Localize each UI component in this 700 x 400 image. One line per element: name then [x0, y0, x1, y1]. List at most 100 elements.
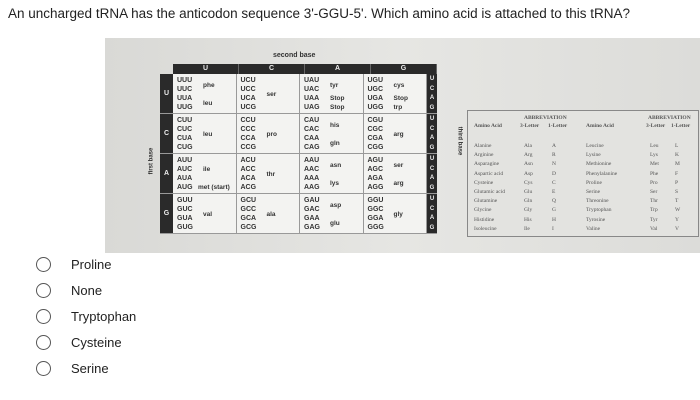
codon: UGA	[367, 95, 384, 102]
amino-acid-name: Threonine	[586, 198, 609, 205]
first-base-A: A	[160, 154, 173, 193]
radio-button[interactable]	[36, 309, 51, 324]
three-letter-header: 3-Letter	[520, 123, 540, 129]
third-base-label: third base	[456, 126, 463, 156]
option-label: Tryptophan	[71, 309, 137, 324]
three-letter-code: Ala	[524, 143, 532, 149]
answer-option[interactable]: Cysteine	[36, 335, 122, 350]
amino-acid-label: gln	[330, 139, 340, 147]
first-base-U: U	[160, 74, 173, 113]
one-letter-code: F	[675, 170, 679, 177]
one-letter-code: M	[675, 161, 680, 168]
codon: CUG	[177, 144, 193, 151]
radio-button[interactable]	[36, 335, 51, 350]
codon: GGA	[367, 215, 384, 222]
codon-cell: UUU UUC UUA UUG phe leu	[173, 74, 237, 113]
radio-button[interactable]	[36, 257, 51, 272]
codon: UAA	[304, 95, 320, 102]
codon: UUC	[177, 86, 193, 93]
amino-acid-name: Phenylalanine	[586, 170, 618, 177]
codon: GUA	[177, 215, 193, 222]
amino-acid-abbreviation-table: ABBREVIATION Amino Acid 3-Letter 1-Letter Al…	[467, 110, 699, 237]
one-letter-code: Y	[675, 216, 679, 223]
third-base-A: A	[429, 175, 435, 182]
three-letter-code: Gln	[524, 198, 533, 205]
amino-acid-name: Aspartic acid	[474, 170, 504, 177]
amino-acid-label: Stop	[330, 104, 345, 111]
amino-acid-label: trp	[393, 104, 403, 111]
three-letter-code: Ser	[650, 189, 658, 195]
three-letter-code: Tyr	[650, 216, 658, 223]
first-base-label: first base	[148, 147, 155, 175]
codon: CAA	[304, 135, 320, 142]
amino-acid-label: arg	[393, 179, 404, 187]
three-letter-code: Glu	[524, 189, 533, 195]
codon: UAU	[304, 77, 320, 84]
third-base-U: U	[429, 195, 435, 202]
three-letter-code: Gly	[524, 207, 533, 214]
codon: ACA	[240, 175, 256, 182]
radio-button[interactable]	[36, 283, 51, 298]
codon: GGC	[367, 206, 384, 213]
amino-acid-label: phe	[203, 81, 215, 89]
codon: CUC	[177, 126, 193, 133]
third-base-G: G	[429, 185, 435, 192]
codon: AUU	[177, 157, 193, 164]
amino-acid-label: thr	[266, 170, 276, 178]
codon-cell: AAU AAC AAA AAG asn lys	[300, 154, 364, 193]
one-letter-code: V	[675, 225, 679, 232]
codon-cell: UAU UAC UAA UAG tyr Stop Stop	[300, 74, 364, 113]
codon: AUG	[177, 184, 193, 191]
amino-acid-name: Asparagine	[474, 161, 500, 168]
amino-acid-header: Amino Acid	[586, 123, 614, 129]
codon: UGU	[367, 77, 384, 84]
one-letter-code: Q	[552, 198, 556, 205]
amino-acid-label: glu	[330, 219, 340, 227]
codon: GUU	[177, 197, 193, 204]
amino-acid-label: leu	[203, 99, 213, 107]
three-letter-code: Phe	[650, 170, 659, 177]
answer-option[interactable]: Proline	[36, 257, 111, 272]
answer-option[interactable]: None	[36, 283, 102, 298]
codon: AAC	[304, 166, 320, 173]
amino-acid-name: Methionine	[586, 161, 612, 168]
third-base-G: G	[429, 105, 435, 112]
three-letter-code: Arg	[524, 152, 533, 159]
codon-cell: CGU CGC CGA CGG arg	[363, 114, 427, 153]
third-base-U: U	[429, 115, 435, 122]
codon: CAC	[304, 126, 320, 133]
answer-option[interactable]: Tryptophan	[36, 309, 136, 324]
amino-acid-label: leu	[203, 130, 213, 138]
amino-acid-name: Serine	[586, 189, 601, 195]
codon: UCU	[240, 77, 256, 84]
codon-cell: GAU GAC GAA GAG asp glu	[300, 194, 364, 233]
third-base-G: G	[429, 225, 435, 232]
three-letter-header: 3-Letter	[646, 123, 666, 129]
amino-acid-label: cys	[393, 81, 405, 89]
radio-button[interactable]	[36, 361, 51, 376]
codon: ACG	[240, 184, 257, 191]
codon-cell: GCU GCC GCA GCG ala	[236, 194, 300, 233]
amino-acid-label: ile	[203, 166, 211, 173]
answer-option[interactable]: Serine	[36, 361, 109, 376]
codon: UCA	[240, 95, 256, 102]
codon-cell: GGU GGC GGA GGG gly	[363, 194, 427, 233]
codon: UGC	[367, 86, 384, 93]
amino-acid-name: Glycine	[474, 207, 492, 214]
codon: CAG	[304, 144, 320, 151]
amino-acid-label: lys	[330, 179, 340, 187]
amino-acid-label: ala	[266, 210, 276, 218]
codon: GGU	[367, 197, 384, 204]
second-base-G: G	[371, 64, 437, 74]
codon-cell: CAU CAC CAA CAG his gln	[300, 114, 364, 153]
second-base-A: A	[305, 64, 371, 74]
amino-acid-name: Histidine	[474, 216, 495, 223]
one-letter-header: 1-Letter	[671, 123, 691, 129]
codon: UCG	[240, 104, 257, 111]
third-base-U: U	[429, 75, 435, 82]
codon-row: U UUU UUC UUA UUG phe leu UCU UCC UCA UCG ser UAU UAC…	[160, 74, 437, 114]
